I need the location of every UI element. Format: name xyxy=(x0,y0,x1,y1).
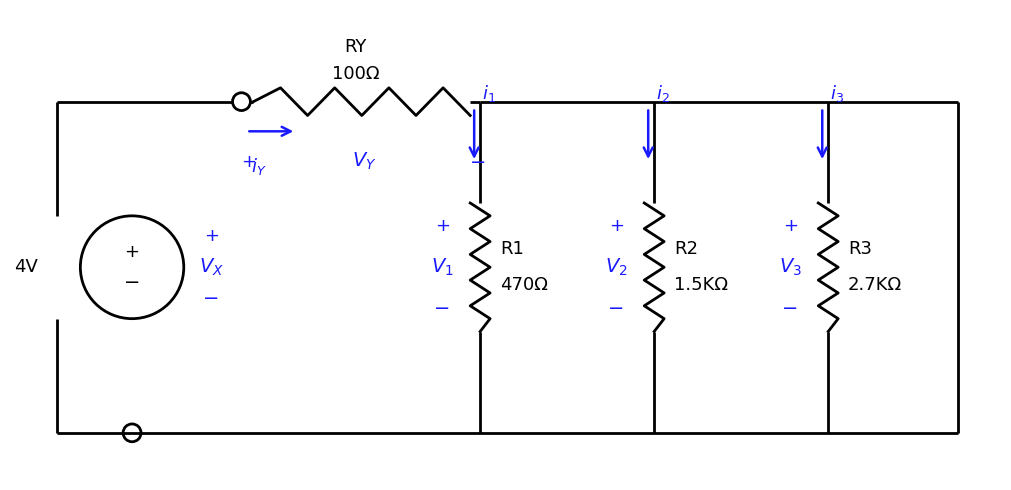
Text: 2.7KΩ: 2.7KΩ xyxy=(847,276,902,294)
Text: −: − xyxy=(782,299,798,318)
Text: −: − xyxy=(469,153,486,172)
Text: $i_3$: $i_3$ xyxy=(829,83,843,103)
Text: $V_2$: $V_2$ xyxy=(605,257,627,278)
Text: −: − xyxy=(434,299,450,318)
Text: RY: RY xyxy=(345,38,367,56)
Text: R3: R3 xyxy=(847,241,871,258)
Text: $V_3$: $V_3$ xyxy=(778,257,801,278)
Text: $i_Y$: $i_Y$ xyxy=(251,156,266,177)
Text: R2: R2 xyxy=(673,241,698,258)
Text: −: − xyxy=(123,273,141,292)
Text: +: + xyxy=(609,217,623,235)
Text: 100Ω: 100Ω xyxy=(332,65,379,83)
Text: −: − xyxy=(608,299,624,318)
Text: +: + xyxy=(783,217,797,235)
Text: +: + xyxy=(435,217,450,235)
Text: +: + xyxy=(204,226,219,245)
Text: −: − xyxy=(203,290,219,308)
Text: 4V: 4V xyxy=(14,258,37,276)
Text: $i_1$: $i_1$ xyxy=(481,83,495,103)
Text: $V_X$: $V_X$ xyxy=(199,257,223,278)
Text: +: + xyxy=(124,243,140,261)
Text: $V_Y$: $V_Y$ xyxy=(351,151,376,172)
Text: +: + xyxy=(241,153,256,171)
Text: 1.5KΩ: 1.5KΩ xyxy=(673,276,727,294)
Text: $V_1$: $V_1$ xyxy=(431,257,453,278)
Text: 470Ω: 470Ω xyxy=(499,276,547,294)
Text: $i_2$: $i_2$ xyxy=(655,83,669,103)
Text: R1: R1 xyxy=(499,241,524,258)
